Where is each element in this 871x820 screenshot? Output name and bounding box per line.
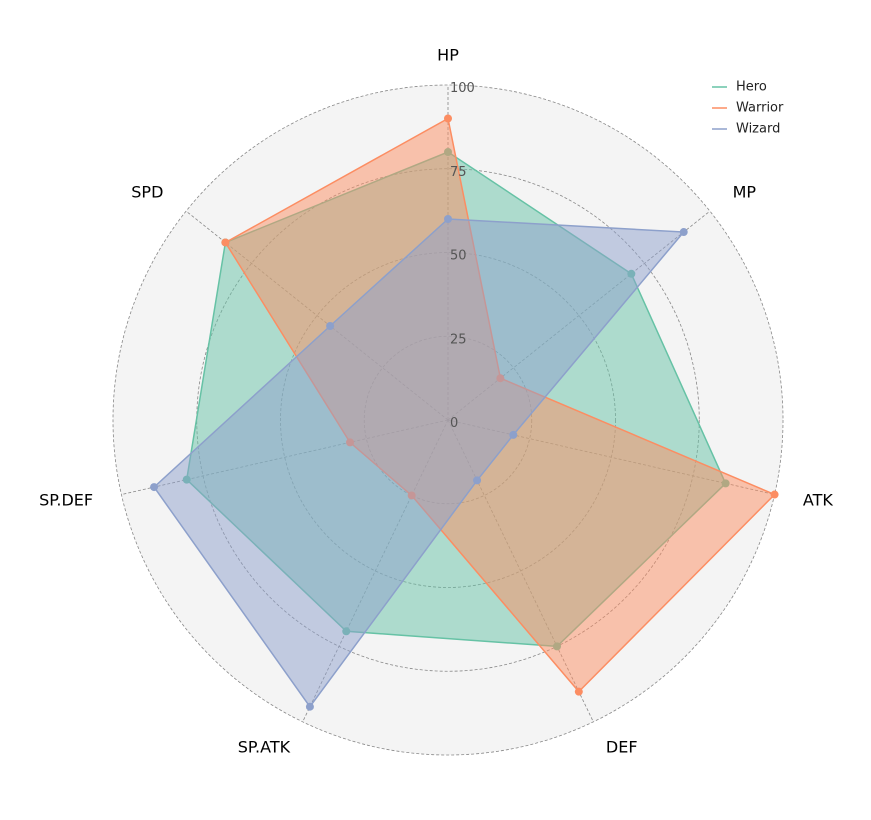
legend-entry-hero: Hero bbox=[712, 80, 767, 95]
axis-label-def: DEF bbox=[606, 738, 638, 757]
radial-tick-labels: 0 25 50 75 100 bbox=[450, 81, 475, 431]
point-wizard-sp-def bbox=[150, 483, 159, 492]
grid-ring-75 bbox=[196, 168, 700, 672]
point-wizard-sp-atk bbox=[305, 702, 314, 711]
series-area-wizard bbox=[153, 218, 686, 708]
point-wizard-def bbox=[473, 476, 482, 485]
point-warrior-def bbox=[574, 687, 583, 696]
radial-tick-label: 100 bbox=[450, 81, 475, 96]
axis-label-hp: HP bbox=[437, 46, 459, 65]
axis-labels: HP MP ATK DEF SP.ATK SP.DEF SPD bbox=[39, 46, 833, 757]
legend-entry-warrior: Warrior bbox=[712, 101, 784, 116]
series-wizard bbox=[150, 215, 688, 711]
radial-tick-label: 0 bbox=[450, 416, 458, 431]
axis-label-spd: SPD bbox=[131, 183, 163, 202]
radial-tick-label: 75 bbox=[450, 165, 467, 180]
axis-label-sp-atk: SP.ATK bbox=[238, 738, 291, 757]
point-wizard-mp bbox=[679, 228, 688, 237]
legend-entry-wizard: Wizard bbox=[712, 122, 780, 137]
axis-label-mp: MP bbox=[733, 183, 757, 202]
grid-ring-100 bbox=[112, 84, 784, 756]
legend-label-warrior: Warrior bbox=[736, 101, 784, 116]
point-warrior-atk bbox=[770, 490, 779, 499]
radial-tick-label: 50 bbox=[450, 249, 467, 264]
point-wizard-hp bbox=[444, 215, 452, 223]
radar-series bbox=[150, 114, 779, 711]
axis-label-sp-def: SP.DEF bbox=[39, 491, 93, 510]
axis-label-atk: ATK bbox=[803, 491, 833, 510]
legend-label-wizard: Wizard bbox=[736, 122, 780, 137]
point-warrior-spd bbox=[221, 238, 230, 247]
radial-tick-label: 25 bbox=[450, 332, 467, 347]
legend-label-hero: Hero bbox=[736, 80, 767, 95]
point-wizard-spd bbox=[326, 322, 335, 331]
legend: Hero Warrior Wizard bbox=[712, 80, 784, 137]
point-wizard-atk bbox=[509, 430, 518, 439]
point-warrior-hp bbox=[444, 114, 452, 123]
